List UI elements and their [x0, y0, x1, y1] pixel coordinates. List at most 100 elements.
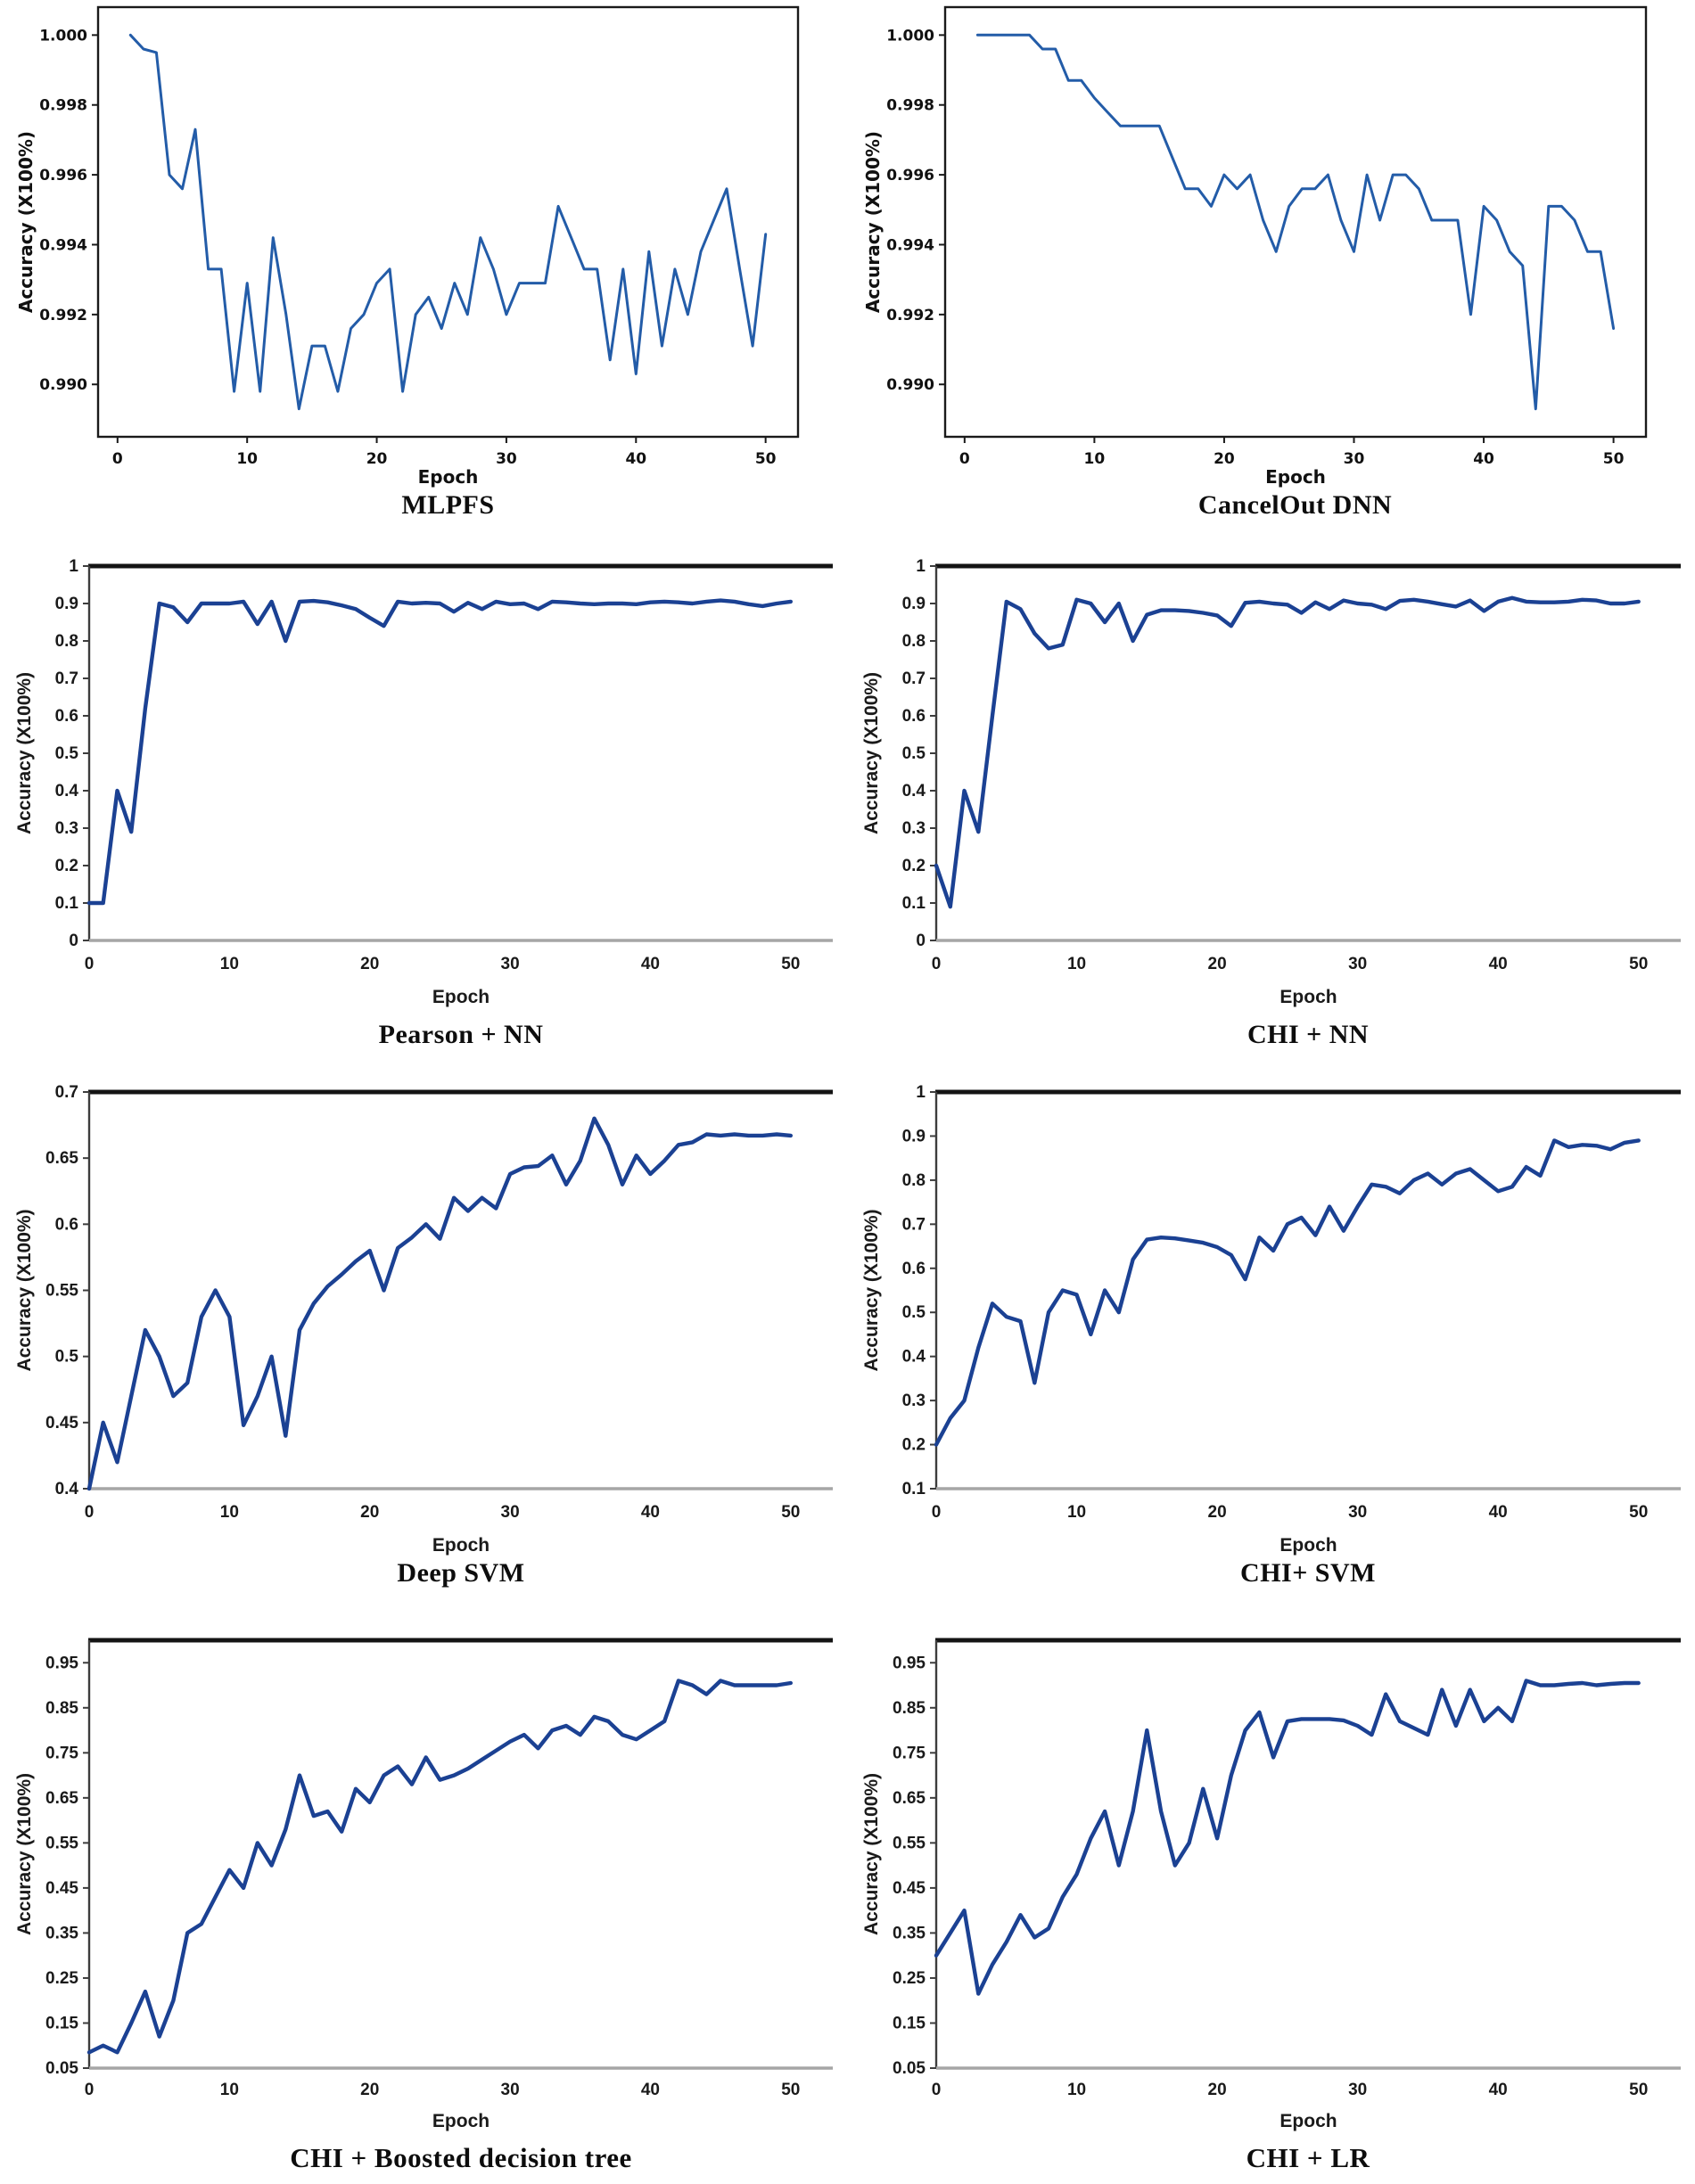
accuracy-line-series — [975, 33, 1616, 411]
x-tick-label: 10 — [1067, 955, 1086, 973]
x-tick-label: 20 — [1208, 1503, 1227, 1522]
x-tick-label: 10 — [236, 450, 258, 468]
accuracy-line-series — [934, 595, 1641, 909]
x-tick-label: 30 — [1348, 955, 1367, 973]
cancelout-dnn-plot: 1.000 0.998 0.996 0.994 0.992 0.990 0 10 20 30 40 5… — [862, 5, 1648, 488]
x-tick-label: 0 — [932, 2081, 942, 2099]
x-axis-title: Epoch — [1279, 2111, 1337, 2131]
x-tick-label: 30 — [1348, 1503, 1367, 1522]
x-axis-title: Epoch — [1279, 987, 1337, 1007]
x-tick-label: 0 — [112, 450, 123, 468]
x-tick-label: 40 — [1489, 955, 1508, 973]
plot-border — [943, 5, 1648, 439]
y-tick-label: 0.994 — [39, 236, 87, 254]
chart-chi-lr: 0.95 0.85 0.75 0.65 0.55 0.45 0.35 0.25 0.15 0.05… — [847, 1609, 1695, 2184]
y-tick-label: 0.15 — [893, 2014, 926, 2032]
y-axis-title: Accuracy (X100%) — [862, 131, 884, 313]
y-tick-label: 0.25 — [893, 1969, 926, 1988]
y-tick-label: 0.05 — [893, 2059, 926, 2078]
x-tick-label: 40 — [625, 450, 646, 468]
y-tick-label: 0.8 — [55, 632, 78, 651]
chi-nn-plot: 1 0.9 0.8 0.7 0.6 0.5 0.4 0.3 0.2 0.1 00 10 20 30 40 50… — [861, 557, 1681, 1007]
y-tick-label: 0 — [916, 932, 926, 950]
y-tick-label: 0.55 — [45, 1834, 78, 1852]
x-tick-label: 10 — [220, 1503, 239, 1522]
chart-title-mlpfs: MLPFS — [401, 490, 495, 520]
y-tick-label: 0.9 — [55, 595, 78, 613]
y-tick-label: 0.85 — [45, 1699, 78, 1718]
y-tick-label: 0.3 — [902, 1392, 926, 1410]
y-tick-label: 0.994 — [886, 236, 934, 254]
x-tick-label: 30 — [501, 1503, 520, 1522]
pearson-nn-plot: 1 0.9 0.8 0.7 0.6 0.5 0.4 0.3 0.2 0.1 00 10 20 30 40 50… — [14, 557, 833, 1007]
x-tick-label: 20 — [1208, 2081, 1227, 2099]
y-tick-label: 0.75 — [893, 1744, 926, 1762]
x-axis-title: Epoch — [432, 987, 490, 1007]
x-tick-label: 20 — [360, 1503, 379, 1522]
y-tick-label: 0.1 — [902, 894, 926, 913]
chart-deep-svm: 0.7 0.65 0.6 0.55 0.5 0.45 0.4 0 10 20 30 40 50 Epoch… — [0, 1061, 847, 1609]
chart-title-pearson-nn: Pearson + NN — [378, 1020, 544, 1049]
y-tick-label: 0.45 — [45, 1414, 78, 1433]
x-tick-label: 20 — [360, 955, 379, 973]
chi-boosted-decision-tree-plot: 0.95 0.85 0.75 0.65 0.55 0.45 0.35 0.25 0.15 0.05… — [14, 1638, 833, 2131]
y-tick-label: 0.998 — [39, 97, 87, 115]
accuracy-line-series — [86, 1116, 793, 1491]
y-tick-label: 0.85 — [893, 1699, 926, 1718]
chart-cancelout-dnn: 1.000 0.998 0.996 0.994 0.992 0.990 0 10 20 30 40 5… — [847, 0, 1695, 535]
y-tick-label: 0.7 — [902, 1215, 926, 1234]
y-tick-label: 0.7 — [902, 669, 926, 688]
y-tick-label: 0.992 — [886, 307, 934, 324]
y-tick-label: 0.3 — [902, 819, 926, 838]
x-tick-label: 30 — [1344, 450, 1365, 468]
accuracy-line-series — [934, 1679, 1641, 1996]
y-tick-label: 0.996 — [39, 167, 87, 185]
y-axis-title: Accuracy (X100%) — [15, 131, 37, 313]
y-tick-label: 0.6 — [902, 1260, 926, 1278]
x-tick-label: 40 — [1489, 1503, 1508, 1522]
y-tick-label: 0.4 — [902, 782, 926, 801]
y-tick-label: 0.5 — [55, 1348, 79, 1367]
y-tick-label: 0.45 — [45, 1879, 78, 1898]
x-tick-label: 50 — [781, 1503, 800, 1522]
y-tick-label: 0.5 — [55, 744, 79, 763]
y-tick-label: 0.998 — [886, 97, 934, 115]
y-tick-label: 0.8 — [902, 1171, 926, 1190]
y-tick-label: 0 — [69, 932, 78, 950]
accuracy-line-series — [934, 1138, 1641, 1447]
x-tick-label: 40 — [1489, 2081, 1508, 2099]
y-tick-label: 0.65 — [45, 1789, 78, 1808]
y-tick-label: 0.9 — [902, 1127, 926, 1145]
x-tick-label: 20 — [1208, 955, 1227, 973]
chart-title-deep-svm: Deep SVM — [397, 1558, 525, 1588]
y-tick-label: 0.2 — [902, 857, 926, 875]
y-tick-label: 0.996 — [886, 167, 934, 185]
x-tick-label: 20 — [366, 450, 388, 468]
chart-chi-svm: 1 0.9 0.8 0.7 0.6 0.5 0.4 0.3 0.2 0.1 0 10 20 30 40 50 E… — [847, 1061, 1695, 1609]
x-tick-label: 50 — [1629, 955, 1648, 973]
y-tick-label: 0.4 — [55, 782, 79, 801]
x-tick-label: 50 — [1629, 2081, 1648, 2099]
y-tick-label: 0.95 — [893, 1654, 926, 1672]
y-tick-label: 1.000 — [39, 27, 87, 45]
x-tick-label: 30 — [501, 955, 520, 973]
x-tick-label: 0 — [959, 450, 970, 468]
y-tick-label: 0.5 — [902, 744, 926, 763]
accuracy-line-series — [86, 598, 793, 906]
y-tick-label: 0.6 — [55, 707, 78, 726]
y-axis-title: Accuracy (X100%) — [14, 1773, 35, 1935]
x-tick-label: 0 — [932, 1503, 942, 1522]
x-axis-title: Epoch — [1265, 466, 1326, 488]
x-tick-label: 20 — [1214, 450, 1235, 468]
y-tick-label: 0.1 — [55, 894, 79, 913]
x-tick-label: 40 — [1473, 450, 1494, 468]
y-tick-label: 0.45 — [893, 1879, 926, 1898]
y-tick-label: 0.2 — [55, 857, 78, 875]
x-tick-label: 40 — [641, 955, 660, 973]
x-tick-label: 50 — [1629, 1503, 1648, 1522]
y-tick-label: 0.3 — [55, 819, 78, 838]
x-tick-label: 10 — [1067, 2081, 1086, 2099]
accuracy-line-series — [128, 33, 768, 411]
y-tick-label: 1 — [916, 557, 926, 576]
